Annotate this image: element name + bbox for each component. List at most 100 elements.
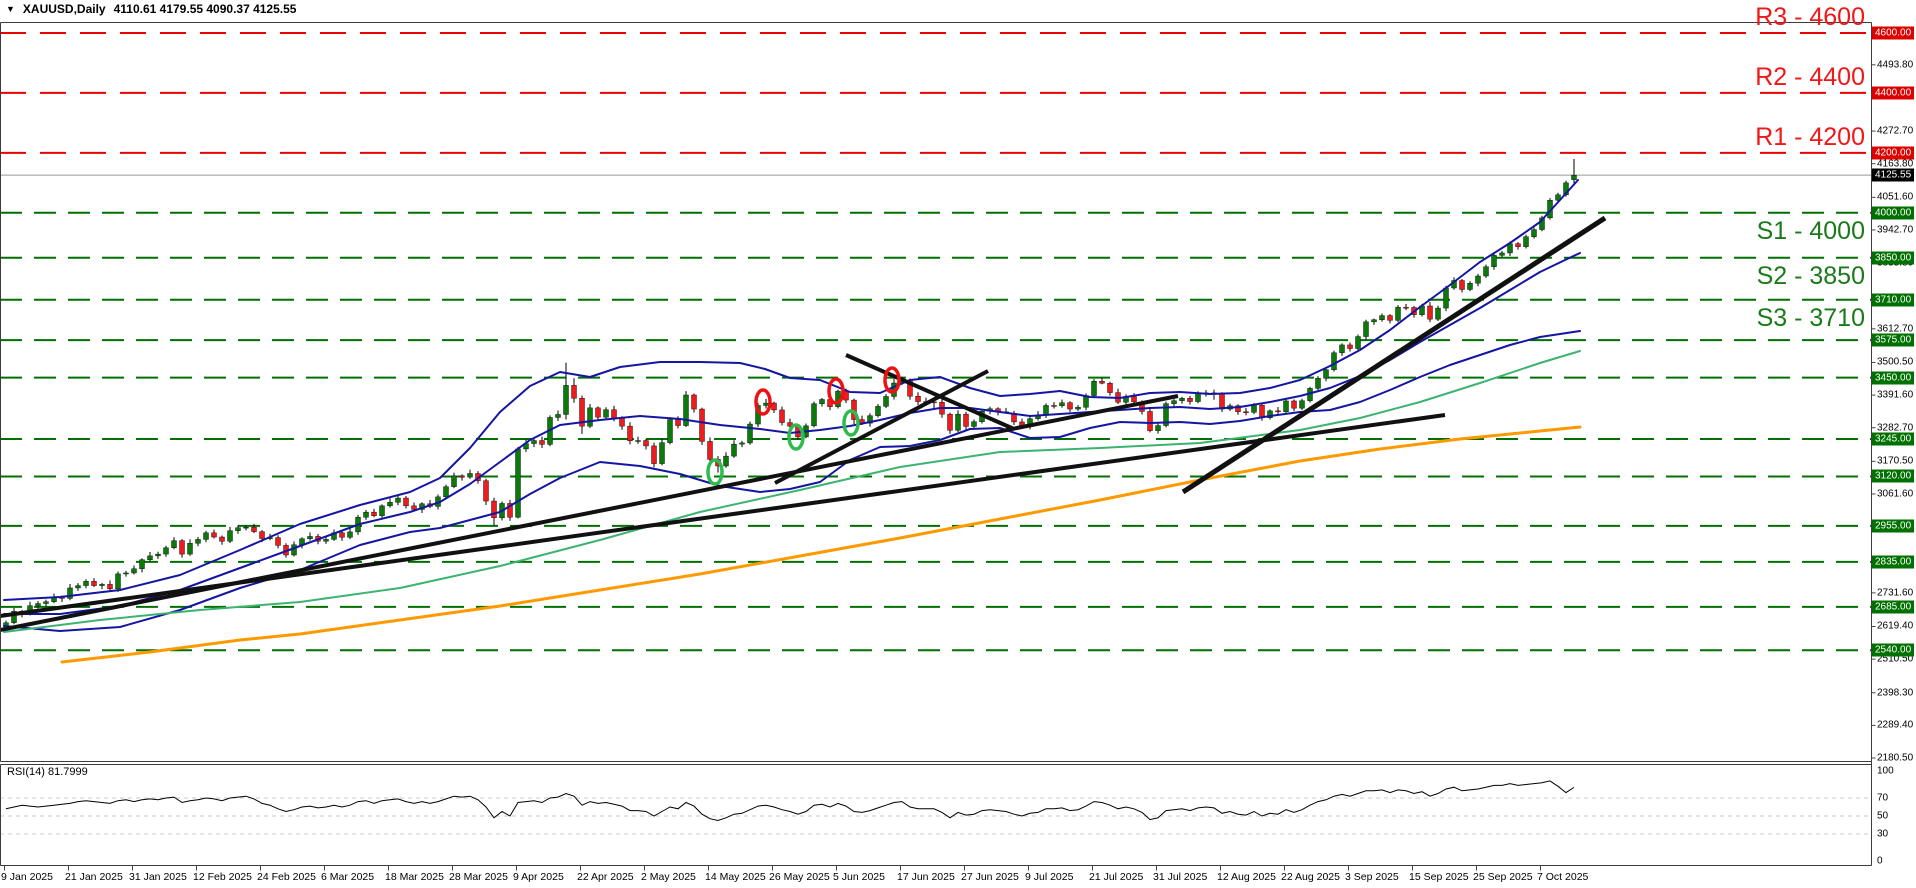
candle-down (1107, 383, 1113, 393)
support-label: S2 - 3850 (1756, 261, 1865, 290)
candle-down (1387, 315, 1393, 321)
candle-down (1131, 396, 1137, 403)
chart-title-bar: ▼ XAUUSD,Daily 4110.61 4179.55 4090.37 4… (6, 2, 296, 16)
date-axis-label: 22 Aug 2025 (1281, 871, 1340, 883)
date-axis-label: 27 Jun 2025 (961, 871, 1019, 883)
resistance-price-badge: 4400.00 (1872, 86, 1915, 100)
bollinger-upper (3, 179, 1579, 601)
date-axis-label: 24 Feb 2025 (257, 871, 316, 883)
support-label: S3 - 3710 (1756, 303, 1865, 332)
candle-up (395, 497, 401, 503)
resistance-price-badge: 4200.00 (1872, 146, 1915, 160)
candle-up (1395, 306, 1401, 321)
candle-down (211, 532, 217, 538)
candle-up (1059, 402, 1065, 406)
candle-up (731, 443, 737, 457)
candle-up (587, 407, 593, 427)
candle-up (1475, 275, 1481, 284)
candle-up (555, 414, 561, 418)
candle-up (131, 568, 137, 574)
candle-up (379, 505, 385, 516)
rsi-indicator-label: RSI(14) 81.7999 (7, 766, 88, 778)
candle-down (1427, 305, 1433, 320)
candle-down (611, 409, 617, 418)
trendline-steep-june (774, 369, 989, 485)
candle-up (1323, 369, 1329, 379)
date-axis-label: 21 Jul 2025 (1089, 871, 1144, 883)
candle-up (1499, 252, 1505, 256)
date-axis-label: 2 May 2025 (641, 871, 696, 883)
price-axis-label: 2289.40 (1877, 719, 1914, 731)
candle-up (443, 486, 449, 498)
candle-down (251, 526, 257, 532)
candle-up (1155, 425, 1161, 431)
sell-signal-circle (827, 377, 845, 405)
candle-up (531, 440, 537, 444)
candle-up (1363, 321, 1369, 337)
candle-down (627, 425, 633, 442)
candle-up (1539, 217, 1545, 230)
candle-down (571, 385, 577, 399)
buy-signal-circle (842, 409, 860, 437)
candle-up (811, 403, 817, 427)
date-axis-label: 5 Jun 2025 (833, 871, 885, 883)
candle-down (707, 441, 713, 460)
candle-down (699, 408, 705, 442)
candle-up (1075, 407, 1081, 410)
candle-down (691, 394, 697, 410)
candle-down (107, 584, 113, 590)
candle-up (1163, 403, 1169, 426)
candle-down (1235, 405, 1241, 412)
candle-up (123, 572, 129, 575)
candle-down (1515, 243, 1521, 247)
candle-down (483, 480, 489, 502)
candle-up (1491, 255, 1497, 267)
candle-up (739, 442, 745, 445)
candle-up (35, 603, 41, 606)
price-axis-label: 3391.60 (1877, 389, 1914, 401)
resistance-label: R2 - 4400 (1755, 62, 1865, 91)
symbol-dropdown-icon[interactable]: ▼ (6, 4, 15, 14)
candle-down (403, 497, 409, 507)
candle-up (1571, 174, 1577, 180)
candle-down (1147, 411, 1153, 431)
date-axis-label: 28 Mar 2025 (449, 871, 508, 883)
candle-up (1379, 315, 1385, 320)
rsi-axis-label: 100 (1877, 765, 1894, 777)
candle-up (115, 573, 121, 590)
date-axis-label: 3 Sep 2025 (1345, 871, 1399, 883)
support-label: S1 - 4000 (1756, 216, 1865, 245)
candle-down (1403, 306, 1409, 309)
candle-up (1483, 266, 1489, 277)
candle-up (819, 399, 825, 404)
rsi-axis-label: 0 (1877, 855, 1883, 866)
date-axis-label: 17 Jun 2025 (897, 871, 955, 883)
date-axis-label: 9 Jul 2025 (1025, 871, 1074, 883)
candle-down (1243, 411, 1249, 413)
date-axis-label: 18 Mar 2025 (385, 871, 444, 883)
price-axis-label: 3612.70 (1877, 323, 1914, 335)
date-axis-label: 6 Mar 2025 (321, 871, 375, 883)
candle-up (171, 540, 177, 548)
candle-up (1555, 194, 1561, 201)
price-axis-label: 3170.50 (1877, 455, 1914, 467)
candle-up (667, 419, 673, 443)
candle-down (1099, 380, 1105, 384)
candle-up (883, 396, 889, 407)
price-axis-label: 3942.70 (1877, 224, 1914, 236)
buy-signal-circle (706, 458, 724, 486)
candle-down (651, 445, 657, 464)
rsi-axis-label: 70 (1877, 792, 1889, 804)
price-axis-label: 4163.80 (1877, 158, 1914, 170)
trendline-sep-rally (1181, 215, 1607, 495)
candle-up (1043, 405, 1049, 416)
candle-down (675, 419, 681, 426)
candle-up (139, 559, 145, 569)
candle-up (875, 406, 881, 416)
candle-up (1091, 380, 1097, 396)
candle-up (1171, 400, 1177, 404)
candle-up (683, 394, 689, 426)
trendline-long-lower (0, 394, 1179, 632)
date-axis-label: 12 Aug 2025 (1217, 871, 1276, 883)
